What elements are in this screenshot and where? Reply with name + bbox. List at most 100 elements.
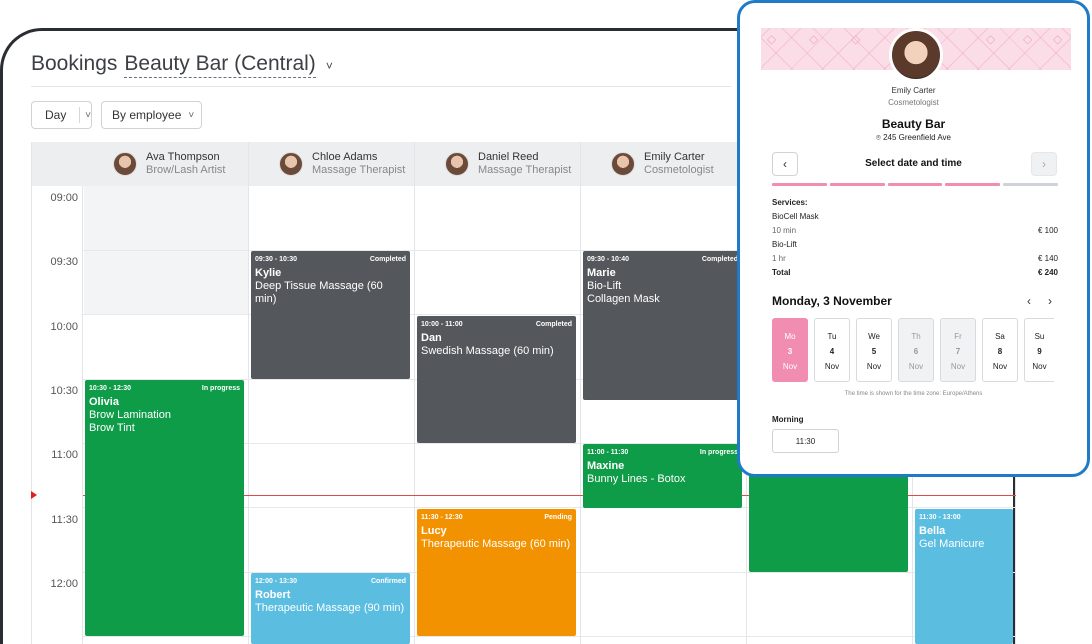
diamond-icon: ◇ [851, 32, 861, 46]
appointment-card[interactable]: 09:30 - 10:40 Completed Marie Bio-Lift Co… [583, 251, 742, 400]
time-label: 10:00 [50, 321, 78, 333]
appointment-card[interactable]: 09:30 - 10:30 Completed Kylie Deep Tissue… [251, 251, 410, 379]
day-number: 6 [913, 347, 919, 356]
appointment-client: Robert [255, 589, 291, 601]
day-month: Nov [824, 362, 840, 371]
forward-button[interactable]: › [1031, 152, 1057, 176]
appointment-time: 11:30 - 12:30 [421, 514, 463, 521]
appointment-client: Bella [919, 525, 946, 537]
staff-role: Cosmetologist [888, 98, 939, 107]
morning-label: Morning [772, 415, 804, 424]
step-title: Select date and time [865, 158, 962, 169]
appointment-service: Gel Manicure [919, 538, 985, 550]
staff-name: Emily Carter [891, 86, 936, 95]
avatar [279, 152, 303, 176]
appointment-client: Dan [421, 332, 442, 344]
time-label: 11:30 [51, 514, 78, 526]
employee-column: Daniel Reed Massage Therapist [415, 142, 581, 644]
grid-line [83, 636, 1016, 637]
page-title-text: Bookings [31, 52, 118, 75]
appointment-time: 12:00 - 13:30 [255, 578, 298, 585]
appointment-service: Brow Tint [89, 422, 135, 434]
appointment-card[interactable]: 11:30 - 13:00 Bella Gel Manicure [915, 509, 1013, 644]
employee-column: Chloe Adams Massage Therapist [249, 142, 415, 644]
location-pin-icon: ⌾ [876, 133, 881, 142]
employee-header[interactable]: Chloe Adams Massage Therapist [249, 142, 414, 186]
appointment-card[interactable]: 11:30 - 12:30 Pending Lucy Therapeutic Ma… [417, 509, 576, 636]
day-option[interactable]: Mo 3 Nov [772, 318, 808, 382]
location-selector[interactable]: Beauty Bar (Central) [124, 52, 316, 78]
appointment-status: Pending [544, 514, 572, 521]
time-label: 09:30 [50, 256, 78, 268]
day-option[interactable]: We 5 Nov [856, 318, 892, 382]
appointment-status: In progress [201, 385, 240, 392]
progress-step [1003, 183, 1058, 186]
appointment-time: 11:30 - 13:00 [919, 514, 961, 521]
appointment-client: Maxine [587, 460, 625, 472]
time-label: 12:00 [50, 578, 78, 590]
day-number: 5 [871, 347, 877, 356]
appointment-service: Collagen Mask [587, 293, 660, 305]
progress-step [829, 183, 885, 186]
current-time-line [83, 495, 1016, 496]
day-option[interactable]: Su 9 Nov [1024, 318, 1054, 382]
time-label: 10:30 [50, 385, 78, 397]
employee-header[interactable]: Emily Carter Cosmetologist [581, 142, 746, 186]
chevron-down-icon[interactable]: ˅ [325, 59, 333, 73]
business-address: ⌾ 245 Greenfield Ave [740, 133, 1087, 143]
staff-avatar [889, 28, 943, 82]
appointment-card[interactable]: 10:30 - 12:30 In progress Olivia Brow Lam… [85, 380, 244, 636]
service-duration: 10 min [772, 226, 797, 235]
services-label: Services: [772, 198, 808, 207]
employee-header[interactable]: Daniel Reed Massage Therapist [415, 142, 580, 186]
group-by-label: By employee [112, 108, 182, 122]
page-title: Bookings Beauty Bar (Central) ˅ [31, 52, 333, 78]
view-select[interactable]: Day ˅ [31, 101, 92, 129]
appointment-service: Therapeutic Massage (90 min) [255, 602, 405, 614]
time-slot-button[interactable]: 11:30 [772, 429, 839, 453]
service-name: Bio-Lift [772, 240, 797, 249]
service-duration: 1 hr [772, 254, 786, 263]
time-label: 11:00 [51, 449, 78, 461]
appointment-card[interactable]: 11:00 - 11:30 In progress Maxine Bunny Li… [583, 444, 742, 508]
appointment-client: Marie [587, 267, 616, 279]
appointment-card[interactable]: 12:00 - 13:30 Confirmed Robert Therapeuti… [251, 573, 410, 644]
appointment-client: Lucy [421, 525, 447, 537]
employee-role: Cosmetologist [644, 164, 714, 176]
avatar [611, 152, 635, 176]
grid-line [83, 443, 1016, 444]
day-month: Nov [782, 362, 798, 371]
chevron-down-icon: ˅ [188, 109, 195, 121]
group-by-select[interactable]: By employee ˅ [101, 101, 202, 129]
appointment-status: Confirmed [371, 578, 406, 585]
day-option[interactable]: Sa 8 Nov [982, 318, 1018, 382]
day-picker: Mo 3 Nov Tu 4 Nov We 5 Nov Th 6 Nov Fr 7 Nov Sa 8 No… [772, 318, 1062, 382]
time-label: 09:00 [50, 192, 78, 204]
chevron-left-icon[interactable]: ‹ [1027, 294, 1031, 308]
grid-line [83, 250, 1016, 251]
chevron-right-icon[interactable]: › [1048, 294, 1052, 308]
day-number: 8 [997, 347, 1003, 356]
diamond-icon: ◇ [986, 32, 996, 46]
appointment-service: Bunny Lines - Botox [587, 473, 686, 485]
appointment-service: Swedish Massage (60 min) [421, 345, 554, 357]
day-of-week: Sa [995, 332, 1005, 341]
avatar [445, 152, 469, 176]
employee-header[interactable]: Ava Thompson Brow/Lash Artist [83, 142, 248, 186]
service-price: € 100 [1037, 226, 1058, 235]
day-of-week: Su [1034, 332, 1045, 341]
booking-widget: ◇ ◇ ◇ ◇ ◇ ◇ Emily Carter Cosmetologist B… [737, 0, 1090, 477]
title-divider [31, 86, 731, 87]
day-month: Nov [1032, 362, 1047, 371]
back-button[interactable]: ‹ [772, 152, 798, 176]
day-option: Th 6 Nov [898, 318, 934, 382]
employee-name: Ava Thompson [146, 151, 220, 163]
day-number: 7 [955, 347, 961, 356]
employee-role: Massage Therapist [312, 164, 406, 176]
appointment-card[interactable]: 10:00 - 11:00 Completed Dan Swedish Massa… [417, 316, 576, 443]
day-option[interactable]: Tu 4 Nov [814, 318, 850, 382]
appointment-time: 10:30 - 12:30 [89, 385, 132, 392]
view-select-divider [79, 107, 81, 123]
day-month: Nov [992, 362, 1008, 371]
